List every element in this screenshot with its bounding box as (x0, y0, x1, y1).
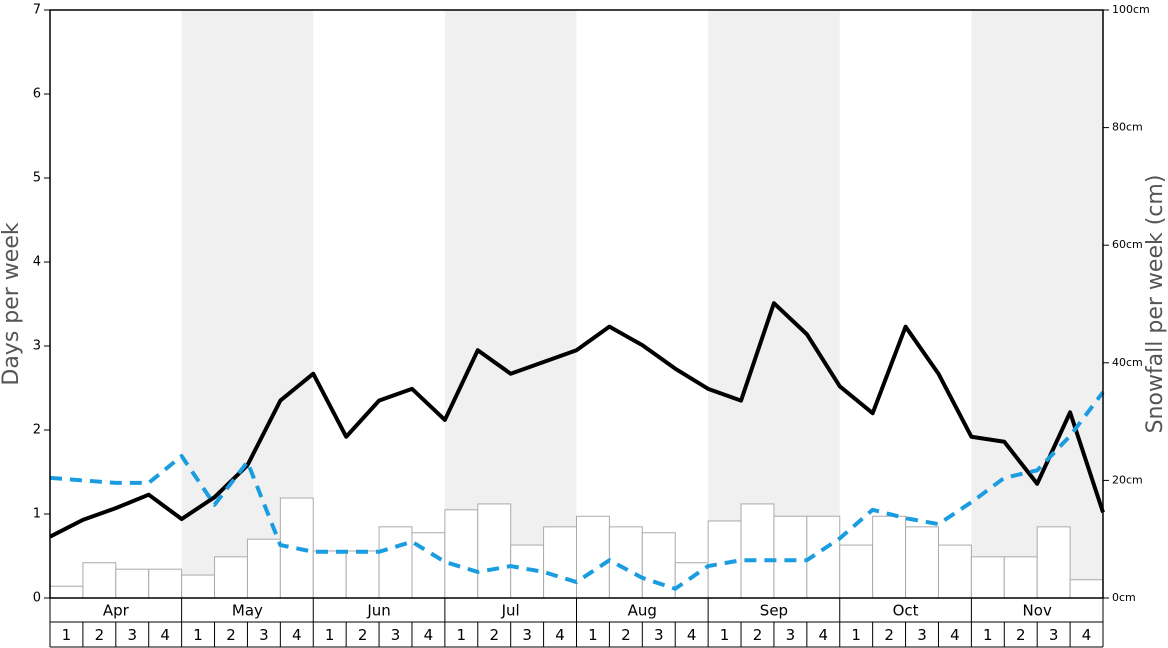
week-label: 3 (917, 626, 927, 644)
week-label: 4 (555, 626, 565, 644)
y2-tick-label: 0cm (1112, 591, 1136, 604)
y-tick-label: 5 (33, 171, 41, 186)
week-label: 1 (325, 626, 335, 644)
y-tick-label: 2 (33, 423, 41, 438)
week-label: 2 (621, 626, 631, 644)
line-series (49, 301, 1105, 539)
week-label: 1 (62, 626, 72, 644)
y2-tick-label: 60cm (1112, 238, 1143, 251)
week-label: 1 (720, 626, 730, 644)
bar (378, 526, 413, 599)
bar (608, 526, 643, 599)
week-label: 3 (786, 626, 796, 644)
week-label: 4 (160, 626, 170, 644)
week-label: 2 (358, 626, 368, 644)
week-label: 3 (1049, 626, 1059, 644)
y-tick-label: 0 (33, 591, 41, 606)
week-label: 4 (424, 626, 434, 644)
week-label: 4 (292, 626, 302, 644)
line-series (49, 390, 1105, 591)
bar (148, 568, 183, 599)
week-label: 3 (522, 626, 532, 644)
y2-tick-label: 100cm (1112, 3, 1150, 16)
y-axis-label: Days per week (0, 222, 24, 385)
week-label: 4 (1082, 626, 1092, 644)
month-label: May (232, 602, 263, 620)
y2-tick-label: 20cm (1112, 473, 1143, 486)
bar (543, 526, 577, 599)
week-label: 2 (489, 626, 499, 644)
week-label: 2 (1016, 626, 1026, 644)
y-tick-label: 4 (33, 255, 41, 270)
week-label: 1 (851, 626, 861, 644)
bar (49, 585, 84, 599)
week-label: 1 (588, 626, 598, 644)
week-label: 3 (127, 626, 137, 644)
month-label: Jul (501, 602, 520, 620)
y2-tick-label: 40cm (1112, 356, 1143, 369)
week-label: 4 (819, 626, 829, 644)
week-label: 2 (226, 626, 236, 644)
bar (839, 544, 874, 599)
bar (477, 503, 512, 599)
month-label: Aug (628, 602, 657, 620)
week-label: 2 (753, 626, 763, 644)
y-tick-label: 7 (33, 3, 41, 18)
bar (1069, 579, 1104, 599)
y-tick-label: 3 (33, 339, 41, 354)
week-label: 2 (95, 626, 105, 644)
month-label: Nov (1023, 602, 1052, 620)
bar (905, 526, 939, 599)
month-label: Jun (366, 602, 390, 620)
bar (214, 556, 248, 599)
bar (345, 550, 380, 599)
bar (1036, 526, 1071, 599)
bar (674, 562, 709, 599)
bar (872, 515, 907, 599)
bar (641, 532, 676, 599)
bar (115, 568, 150, 599)
y-tick-label: 1 (33, 507, 41, 522)
week-label: 4 (687, 626, 697, 644)
bar (576, 515, 610, 599)
bar (82, 562, 117, 599)
month-label: Apr (103, 602, 130, 620)
y2-tick-label: 80cm (1112, 121, 1143, 134)
month-label: Oct (893, 602, 919, 620)
week-label: 4 (950, 626, 960, 644)
bar (937, 544, 972, 599)
bar (970, 556, 1005, 599)
bar (312, 550, 347, 599)
bar (181, 574, 216, 599)
month-band (971, 10, 1103, 598)
week-label: 1 (983, 626, 993, 644)
week-label: 1 (193, 626, 203, 644)
y-tick-label: 6 (33, 87, 41, 102)
month-band (444, 10, 577, 598)
bar (510, 544, 545, 599)
bar (740, 503, 775, 599)
week-label: 1 (457, 626, 467, 644)
week-label: 3 (654, 626, 664, 644)
bar (773, 515, 808, 599)
y2-axis-label: Snowfall per week (cm) (1143, 175, 1168, 434)
bar (444, 509, 479, 599)
month-label: Sep (760, 602, 788, 620)
week-label: 2 (884, 626, 894, 644)
week-label: 3 (259, 626, 269, 644)
bar (1003, 556, 1038, 599)
week-label: 3 (391, 626, 401, 644)
bar (246, 538, 281, 599)
